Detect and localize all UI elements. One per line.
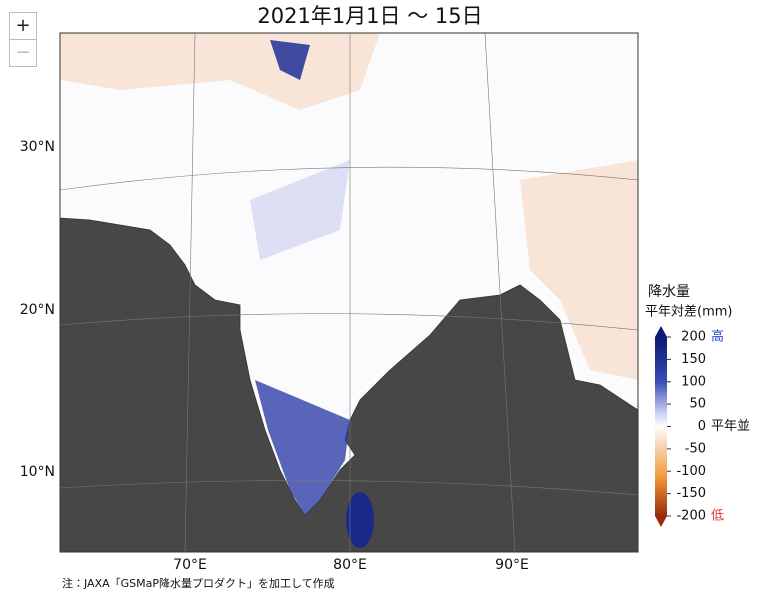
zoom-out[interactable]: − — [9, 39, 37, 67]
legend-title: 降水量 — [648, 284, 690, 300]
colorbar-label: -100 — [676, 464, 706, 479]
colorbar-label: 0 — [698, 419, 706, 434]
colorbar-label: 100 — [681, 374, 706, 389]
colorbar-label: -200 — [676, 509, 706, 524]
legend-normal: 平年並 — [711, 419, 750, 434]
colorbar-label: -50 — [685, 441, 706, 456]
colorbar-arrow — [655, 326, 667, 337]
lon-label: 70°E — [173, 557, 207, 573]
colorbar-label: 150 — [681, 352, 706, 367]
title: 2021年1月1日 〜 15日 — [257, 4, 482, 28]
colorbar — [655, 337, 667, 516]
legend-subtitle: 平年対差(mm) — [645, 305, 732, 320]
map-frame — [59, 32, 639, 553]
lat-label: 20°N — [20, 302, 55, 318]
legend-low: 低 — [711, 509, 724, 524]
lat-label: 10°N — [20, 464, 55, 480]
lon-label: 80°E — [333, 557, 367, 573]
colorbar-label: 200 — [681, 330, 706, 345]
lat-label: 30°N — [20, 139, 55, 155]
colorbar-arrow — [655, 516, 667, 527]
note: 注：JAXA「GSMaP降水量プロダクト」を加工して作成 — [62, 576, 335, 590]
zoom-in[interactable]: + — [9, 12, 37, 40]
lon-label: 90°E — [495, 557, 529, 573]
map — [60, 33, 638, 552]
colorbar-label: -150 — [676, 486, 706, 501]
legend-high: 高 — [711, 329, 724, 345]
colorbar-label: 50 — [689, 397, 706, 412]
